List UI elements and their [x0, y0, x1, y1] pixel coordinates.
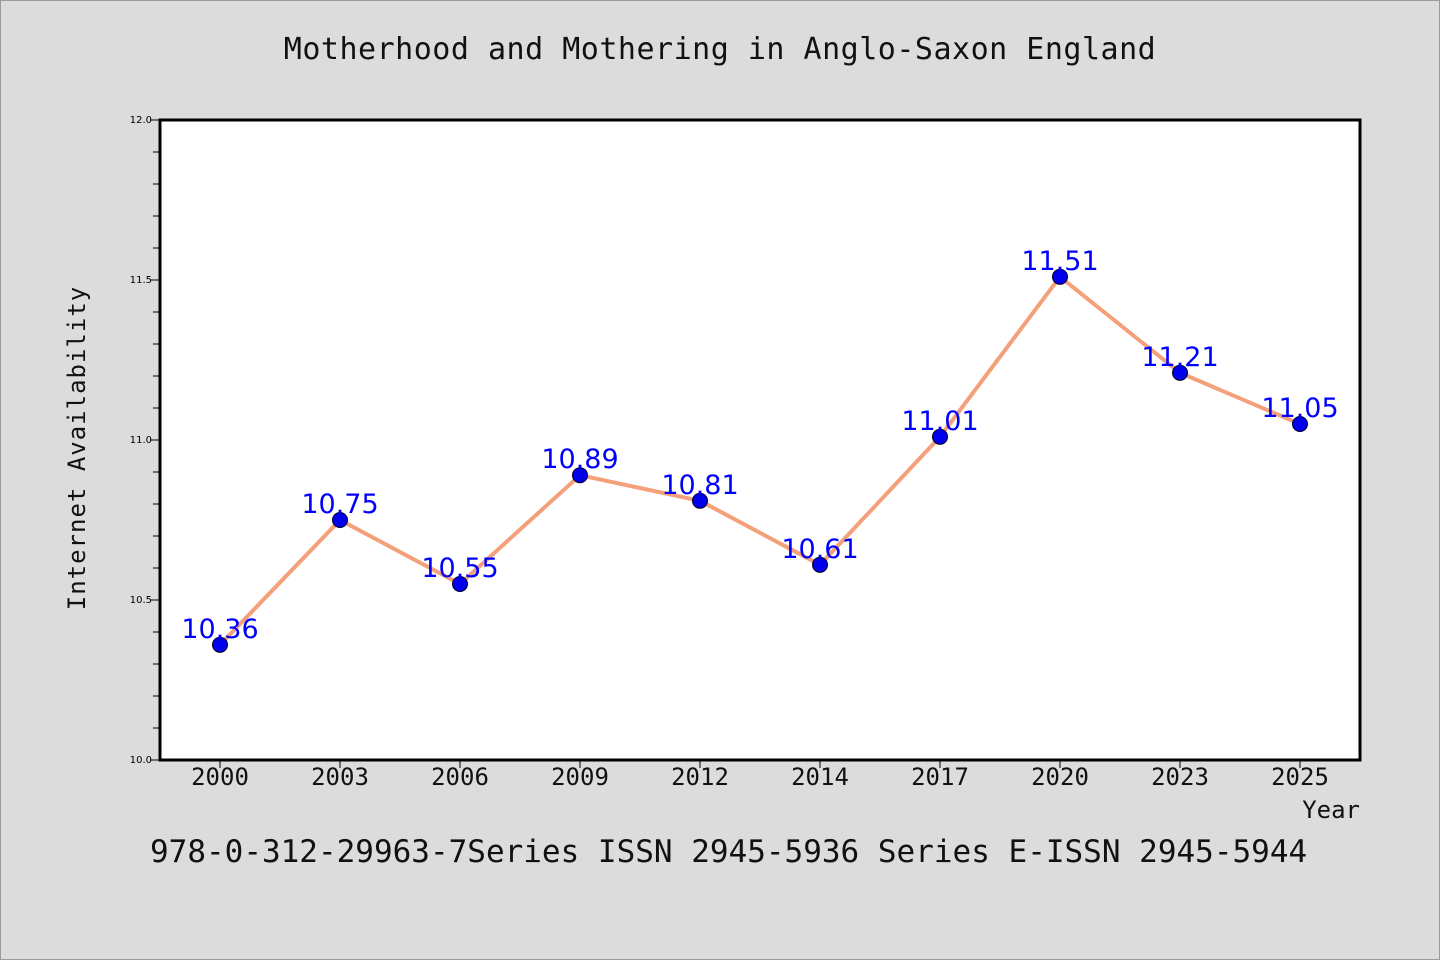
data-point — [452, 576, 468, 592]
y-tick-label: 10.5 — [130, 595, 152, 606]
data-label: 11.21 — [1141, 342, 1218, 373]
series-line — [218, 274, 1302, 647]
data-label: 10.81 — [661, 470, 738, 501]
data-point — [932, 428, 948, 445]
data-label: 11.05 — [1261, 393, 1338, 424]
x-tick-label: 2012 — [671, 763, 729, 791]
plot-border — [158, 118, 1362, 762]
data-label: 10.55 — [421, 553, 498, 584]
data-point — [1292, 416, 1308, 432]
x-tick-label: 2014 — [791, 763, 849, 791]
data-point — [1052, 268, 1068, 285]
data-point — [332, 512, 348, 528]
footer-isbn-issn: 978-0-312-29963-7Series ISSN 2945-5936 S… — [150, 834, 1308, 870]
data-label: 10.61 — [781, 534, 858, 565]
data-label: 10.75 — [301, 489, 378, 520]
x-tick-label: 2023 — [1151, 763, 1209, 791]
y-tick-label: 11.0 — [130, 435, 152, 446]
x-tick-label: 2000 — [191, 763, 249, 791]
data-label: 11.01 — [901, 406, 978, 437]
x-axis-label: Year — [1302, 796, 1360, 824]
y-tick-label: 12.0 — [130, 115, 152, 126]
data-point — [572, 467, 588, 484]
x-tick-label: 2020 — [1031, 763, 1089, 791]
data-point — [812, 556, 828, 573]
data-label: 10.89 — [541, 444, 618, 475]
x-tick-label: 2003 — [311, 763, 369, 791]
data-point — [692, 492, 708, 509]
data-label: 11.51 — [1021, 246, 1098, 277]
x-tick-label: 2025 — [1271, 763, 1329, 791]
y-tick-label: 11.5 — [130, 275, 152, 286]
data-point — [1172, 364, 1188, 381]
x-tick-label: 2006 — [431, 763, 489, 791]
x-tick-label: 2017 — [911, 763, 969, 791]
chart-title: Motherhood and Mothering in Anglo-Saxon … — [283, 32, 1157, 67]
data-label: 10.36 — [181, 614, 258, 645]
y-tick-label: 10.0 — [130, 755, 152, 766]
data-point — [212, 636, 228, 653]
x-tick-label: 2009 — [551, 763, 609, 791]
plot-area — [160, 120, 1360, 760]
